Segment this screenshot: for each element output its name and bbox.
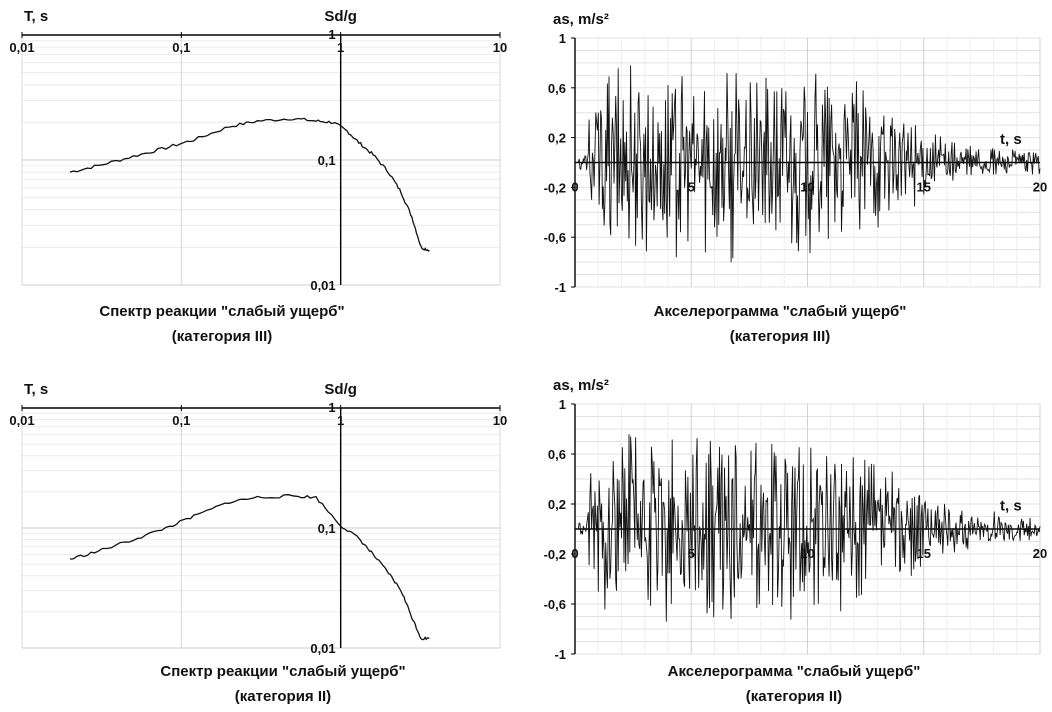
x-tick-label: 5	[688, 546, 695, 561]
y-axis-title: as, m/s²	[553, 377, 609, 394]
x-tick-label: 0,1	[172, 40, 190, 55]
y-tick-label: -0,2	[544, 180, 566, 195]
y-tick-label: 0,1	[318, 153, 336, 168]
x-tick-label: 1	[337, 413, 344, 428]
spectrum-cat2-caption-line1: Спектр реакции "слабый ущерб"	[160, 663, 405, 680]
spectrum-chart-category-2: 0,01 0,1 1 10 1 0,1 0,01 T, s Sd/g	[9, 381, 507, 656]
x-tick-label: 1	[337, 40, 344, 55]
spectrum-cat3-caption-line2: (категория III)	[172, 328, 273, 345]
y-tick-label: -0,2	[544, 547, 566, 562]
y-tick-label: -1	[554, 647, 566, 662]
spectrum-series-line	[69, 494, 430, 641]
y-tick-label: 1	[328, 27, 335, 42]
x-tick-label: 5	[688, 180, 695, 195]
x-tick-label: 0	[571, 546, 578, 561]
y-tick-label: 0,1	[318, 521, 336, 536]
accel-cat2-caption-line2: (категория II)	[746, 688, 842, 705]
accel-cat3-caption-line2: (категория III)	[730, 328, 831, 345]
y-tick-label: 1	[559, 31, 566, 46]
y-tick-label: 0,01	[310, 278, 335, 293]
x-tick-label: 10	[493, 40, 507, 55]
y-tick-label: 1	[328, 400, 335, 415]
x-tick-label: 15	[917, 546, 931, 561]
x-tick-label: 20	[1033, 180, 1047, 195]
spectrum-cat3-caption-line1: Спектр реакции "слабый ущерб"	[99, 303, 344, 320]
x-tick-label: 10	[493, 413, 507, 428]
y-tick-label: 0,01	[310, 641, 335, 656]
accelerogram-series-line	[575, 434, 1041, 622]
y-tick-label: 1	[559, 397, 566, 412]
x-tick-label: 20	[1033, 546, 1047, 561]
y-tick-label: 0,6	[548, 81, 566, 96]
x-tick-label: 0,01	[9, 40, 34, 55]
x-axis-title: T, s	[24, 381, 48, 398]
y-tick-label: 0,2	[548, 131, 566, 146]
spectrum-chart-category-3: 0,01 0,1 1 10 1 0,1 0,01 T, s Sd/g	[9, 8, 507, 293]
x-axis-title: t, s	[1000, 497, 1022, 514]
y-tick-label: 0,2	[548, 497, 566, 512]
y-tick-label: -0,6	[544, 230, 566, 245]
accel-cat2-caption-line1: Акселерограмма "слабый ущерб"	[668, 663, 921, 680]
spectrum-cat2-caption-line2: (категория II)	[235, 688, 331, 705]
spectrum-series-line	[69, 117, 430, 252]
y-tick-label: -1	[554, 280, 566, 295]
x-tick-label: 0,1	[172, 413, 190, 428]
x-tick-label: 0,01	[9, 413, 34, 428]
x-axis-title: T, s	[24, 8, 48, 25]
y-axis-title: as, m/s²	[553, 11, 609, 28]
x-axis-title: t, s	[1000, 131, 1022, 148]
y-tick-label: 0,6	[548, 447, 566, 462]
y-axis-title: Sd/g	[324, 381, 357, 398]
x-tick-label: 0	[571, 180, 578, 195]
accel-cat3-caption-line1: Акселерограмма "слабый ущерб"	[654, 303, 907, 320]
accelerogram-series-line	[575, 65, 1041, 263]
y-tick-label: -0,6	[544, 597, 566, 612]
y-axis-title: Sd/g	[324, 8, 357, 25]
